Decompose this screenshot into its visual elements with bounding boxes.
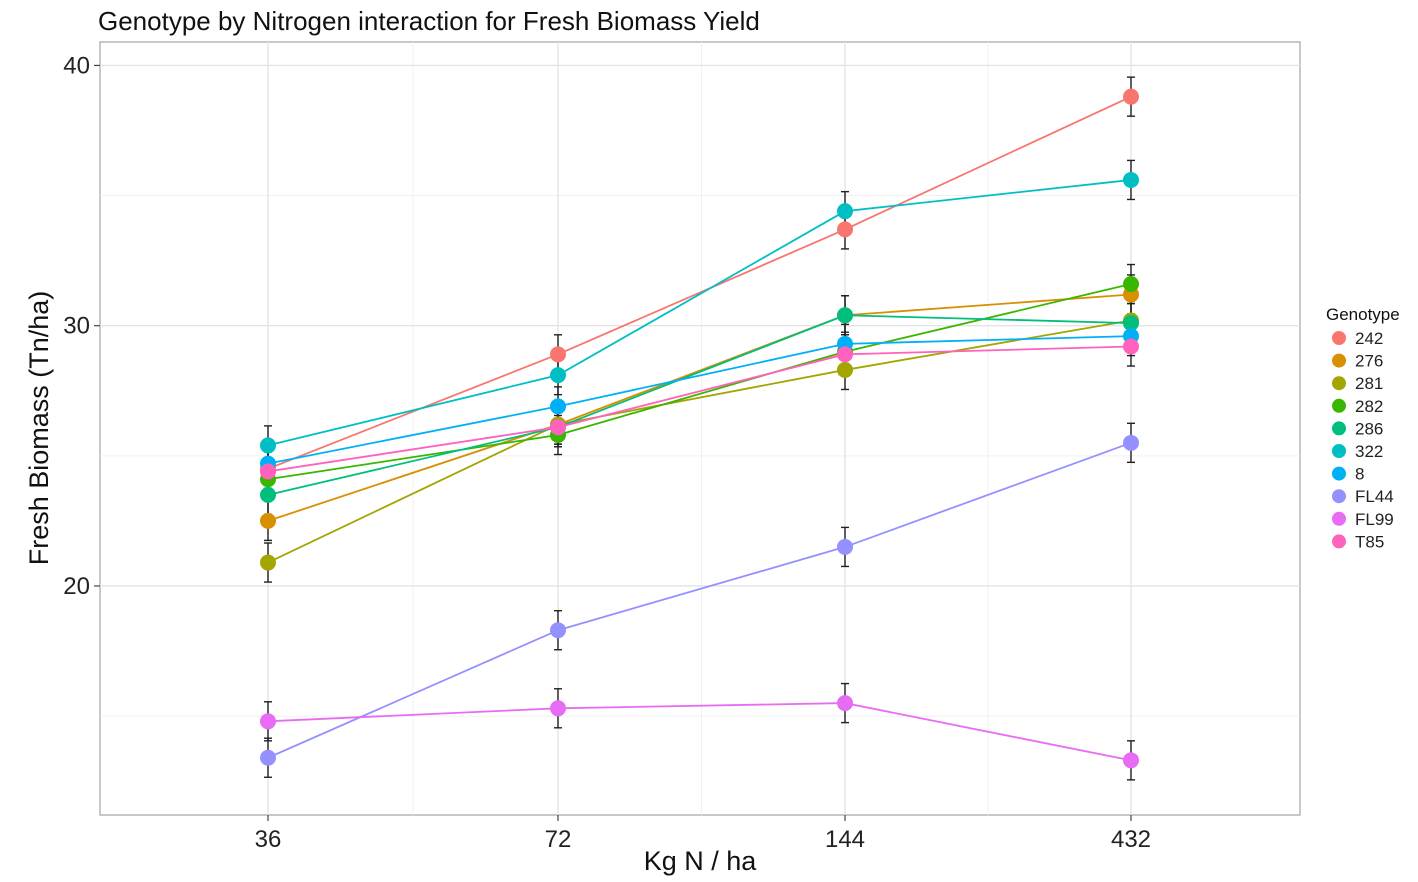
x-tick-label: 36 bbox=[255, 826, 282, 853]
data-point-322 bbox=[550, 367, 566, 384]
data-point-276 bbox=[260, 512, 276, 529]
legend-items: 242 276 281 282 286 322 8 FL44 FL99 T85 bbox=[1332, 329, 1394, 551]
data-point-FL44 bbox=[837, 538, 853, 555]
data-point-FL44 bbox=[260, 749, 276, 766]
data-point-281 bbox=[837, 361, 853, 378]
x-tick-label: 144 bbox=[825, 826, 865, 853]
y-tick-label: 30 bbox=[63, 313, 90, 340]
legend-key-FL99 bbox=[1332, 511, 1346, 526]
data-point-FL99 bbox=[550, 700, 566, 717]
series-line-322 bbox=[267, 179, 1132, 447]
data-point-242 bbox=[550, 346, 566, 363]
legend-key-FL44 bbox=[1332, 489, 1346, 504]
series-line-281 bbox=[267, 319, 1132, 564]
series-line-276 bbox=[267, 293, 1132, 522]
legend-key-242 bbox=[1332, 331, 1346, 345]
data-point-FL99 bbox=[1123, 752, 1139, 769]
series-lines bbox=[267, 95, 1132, 762]
plot-panel bbox=[99, 41, 1301, 816]
data-point-281 bbox=[260, 554, 276, 571]
data-point-286 bbox=[837, 307, 853, 324]
data-point-FL99 bbox=[837, 695, 853, 712]
data-point-322 bbox=[837, 203, 853, 220]
legend-label: 286 bbox=[1355, 419, 1383, 438]
data-point-242 bbox=[837, 221, 853, 238]
legend-key-T85 bbox=[1332, 534, 1346, 549]
legend-label: 276 bbox=[1355, 352, 1383, 371]
chart-title: Genotype by Nitrogen interaction for Fre… bbox=[98, 6, 760, 36]
y-axis: 20 30 40 bbox=[63, 52, 100, 600]
data-point-T85 bbox=[260, 463, 276, 480]
legend-key-281 bbox=[1332, 376, 1346, 391]
plot-area bbox=[99, 41, 1301, 816]
legend-key-276 bbox=[1332, 353, 1346, 368]
legend: Genotype 242 276 281 282 286 322 8 FL44 FL99 T85 bbox=[1326, 305, 1400, 551]
data-point-8 bbox=[550, 398, 566, 415]
data-point-322 bbox=[1123, 171, 1139, 188]
data-point-FL44 bbox=[550, 622, 566, 639]
legend-label: 282 bbox=[1355, 397, 1383, 416]
series-line-286 bbox=[267, 314, 1132, 496]
data-point-T85 bbox=[1123, 338, 1139, 355]
series-line-242 bbox=[267, 95, 1132, 470]
legend-label: 322 bbox=[1355, 442, 1383, 461]
legend-label: FL99 bbox=[1355, 510, 1394, 529]
legend-title: Genotype bbox=[1326, 305, 1400, 324]
x-tick-label: 432 bbox=[1111, 826, 1151, 853]
legend-label: 242 bbox=[1355, 329, 1383, 348]
legend-key-286 bbox=[1332, 421, 1346, 436]
x-axis: 36 72 144 432 bbox=[255, 815, 1151, 853]
legend-label: T85 bbox=[1355, 532, 1384, 551]
series-line-FL44 bbox=[267, 441, 1132, 759]
data-point-282 bbox=[1123, 276, 1139, 293]
data-point-FL99 bbox=[260, 713, 276, 730]
y-tick-label: 20 bbox=[63, 573, 90, 600]
series-line-FL99 bbox=[267, 702, 1132, 762]
series-line-8 bbox=[267, 335, 1132, 465]
legend-label: 281 bbox=[1355, 374, 1383, 393]
y-axis-title: Fresh Biomass (Tn/ha) bbox=[24, 291, 54, 566]
series-line-T85 bbox=[267, 345, 1132, 473]
y-tick-label: 40 bbox=[63, 52, 90, 79]
legend-label: FL44 bbox=[1355, 487, 1394, 506]
x-tick-label: 72 bbox=[545, 826, 572, 853]
legend-key-282 bbox=[1332, 398, 1346, 413]
data-point-286 bbox=[1123, 315, 1139, 332]
legend-label: 8 bbox=[1355, 465, 1364, 484]
data-point-286 bbox=[260, 486, 276, 503]
data-point-FL44 bbox=[1123, 434, 1139, 451]
series-line-282 bbox=[267, 283, 1132, 481]
legend-key-8 bbox=[1332, 466, 1346, 481]
legend-key-322 bbox=[1332, 444, 1346, 458]
data-point-242 bbox=[1123, 88, 1139, 105]
data-point-T85 bbox=[837, 346, 853, 363]
data-point-322 bbox=[260, 437, 276, 454]
x-axis-title: Kg N / ha bbox=[644, 846, 758, 876]
data-point-T85 bbox=[550, 419, 566, 436]
data-points bbox=[260, 88, 1139, 769]
